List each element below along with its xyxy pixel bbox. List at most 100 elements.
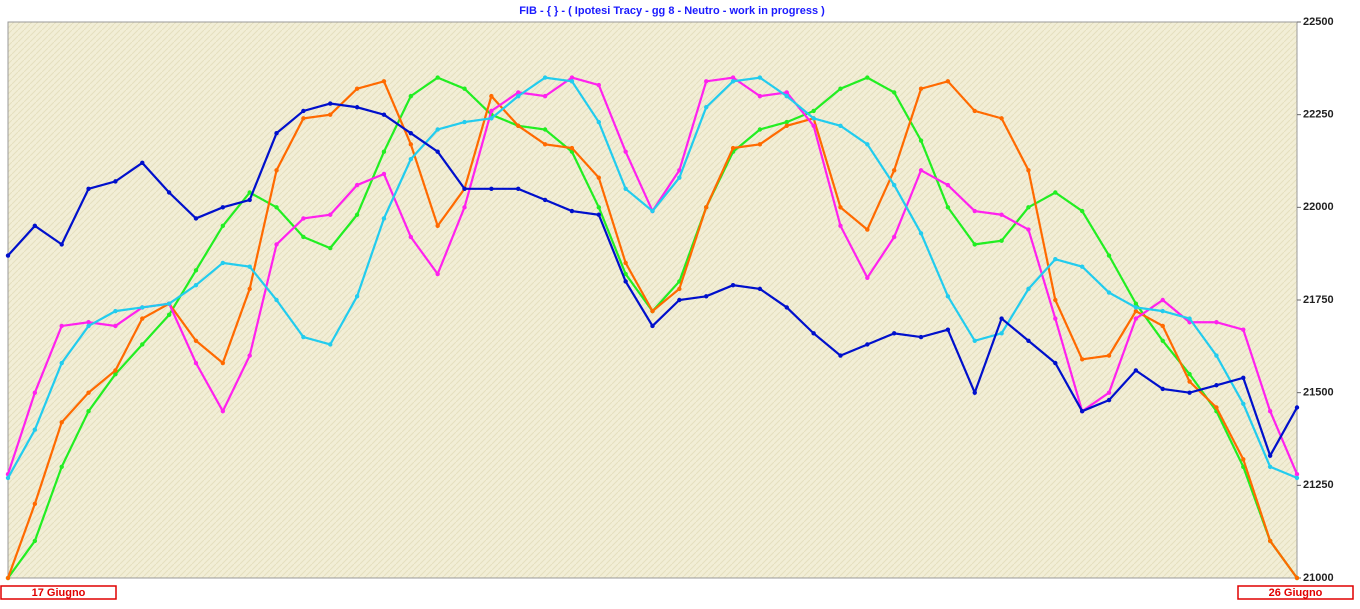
point	[677, 297, 682, 303]
point	[650, 308, 655, 314]
point	[86, 409, 91, 414]
point	[704, 294, 709, 299]
point	[542, 142, 548, 147]
point	[328, 245, 333, 251]
point	[193, 268, 199, 273]
point	[140, 160, 145, 166]
point	[1133, 301, 1139, 306]
point	[193, 216, 199, 221]
point	[140, 342, 145, 347]
point	[274, 242, 279, 247]
point	[569, 208, 575, 214]
point	[32, 390, 38, 395]
point	[650, 323, 655, 329]
point	[704, 205, 709, 210]
point	[381, 171, 387, 177]
point	[381, 79, 387, 84]
point	[1160, 297, 1165, 303]
point	[247, 190, 252, 195]
point	[918, 231, 924, 236]
point	[516, 186, 521, 191]
point	[542, 93, 548, 99]
point	[623, 271, 628, 277]
point	[32, 427, 38, 432]
y-tick-label: 22250	[1303, 109, 1334, 121]
point	[1106, 290, 1112, 295]
point	[1133, 305, 1139, 310]
point	[408, 142, 414, 147]
point	[999, 331, 1004, 336]
point	[730, 79, 736, 84]
point	[166, 312, 172, 318]
point	[838, 86, 843, 91]
point	[972, 108, 977, 114]
point	[891, 182, 897, 188]
point	[891, 331, 897, 336]
point	[972, 390, 977, 395]
point	[918, 86, 924, 91]
point	[757, 142, 763, 147]
point	[354, 86, 360, 91]
point	[462, 86, 467, 91]
point	[596, 175, 601, 180]
point	[1079, 264, 1085, 269]
point	[1214, 320, 1219, 325]
point	[140, 316, 145, 321]
point	[730, 282, 736, 288]
point	[1026, 286, 1031, 292]
point	[1294, 405, 1300, 410]
point	[1133, 316, 1139, 321]
point	[677, 168, 682, 173]
point	[838, 123, 843, 128]
y-tick-label: 22000	[1303, 201, 1334, 213]
point	[247, 264, 252, 269]
point	[381, 112, 387, 117]
point	[274, 205, 279, 210]
point	[1214, 383, 1219, 388]
point	[1079, 208, 1085, 214]
point	[542, 197, 548, 203]
point	[328, 342, 333, 347]
point	[1187, 379, 1192, 384]
point	[999, 238, 1004, 243]
point	[569, 145, 575, 151]
point	[542, 75, 548, 80]
point	[113, 308, 118, 314]
point	[704, 79, 709, 84]
point	[865, 142, 870, 147]
point	[113, 368, 118, 373]
point	[945, 205, 951, 210]
point	[301, 216, 306, 221]
x-label-box	[1237, 585, 1354, 600]
point	[1187, 390, 1192, 395]
point	[489, 186, 494, 191]
point	[328, 101, 333, 106]
y-tick-label: 21000	[1303, 572, 1334, 584]
point	[489, 93, 494, 99]
point	[381, 149, 387, 154]
y-tick-label: 21750	[1303, 294, 1334, 306]
point	[1053, 360, 1058, 366]
point	[140, 305, 145, 310]
point	[891, 168, 897, 173]
point	[972, 242, 977, 247]
point	[1160, 386, 1165, 392]
point	[811, 116, 816, 121]
point	[945, 327, 951, 332]
point	[1026, 168, 1031, 173]
point	[1241, 401, 1246, 406]
point	[757, 93, 763, 99]
point	[516, 93, 521, 99]
point	[220, 223, 226, 229]
point	[757, 127, 763, 132]
point	[247, 353, 252, 358]
point	[730, 145, 736, 151]
point	[1106, 353, 1112, 358]
point	[274, 131, 279, 136]
point	[32, 538, 38, 544]
point	[999, 212, 1004, 217]
point	[811, 123, 816, 128]
point	[784, 123, 789, 128]
point	[1294, 472, 1300, 477]
point	[301, 108, 306, 114]
